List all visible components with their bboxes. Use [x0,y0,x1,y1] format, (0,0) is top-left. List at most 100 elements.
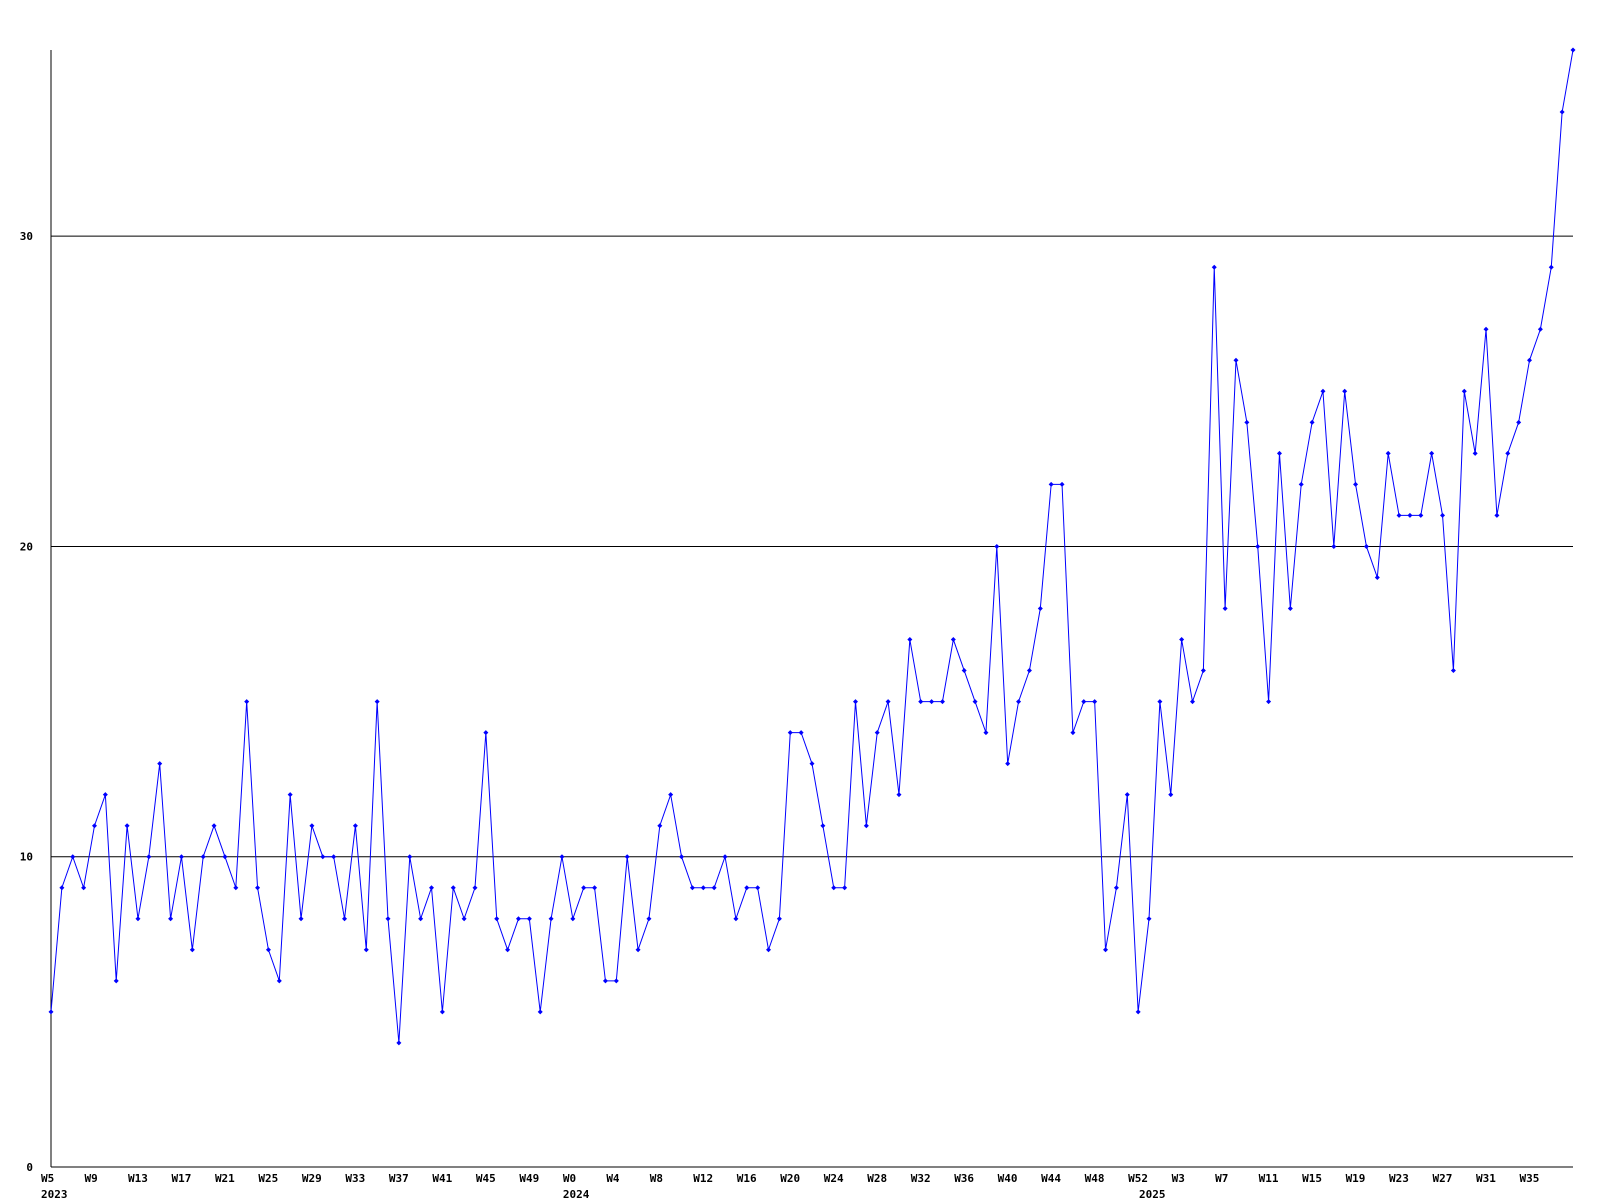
data-point [233,885,239,891]
data-point [1483,326,1489,332]
data-point [1287,606,1293,611]
data-point [418,916,424,922]
x-tick-label: W48 [1085,1172,1105,1185]
data-point [1353,481,1359,487]
data-point [135,916,141,922]
data-point [48,1009,54,1015]
data-point [831,885,837,891]
data-point [755,885,761,891]
data-point [439,1009,445,1015]
x-tick-label: W40 [998,1172,1018,1185]
data-point [320,854,326,860]
data-point [59,885,65,891]
data-point [1320,388,1326,394]
data-point [939,699,945,705]
x-tick-label: W20 [780,1172,800,1185]
data-point [766,947,772,953]
data-point [1026,668,1032,674]
data-point [157,761,163,767]
data-point [1331,543,1337,549]
x-tick-label: W37 [389,1172,409,1185]
data-point [635,947,641,953]
data-point [113,978,119,984]
x-tick-label: W23 [1389,1172,1409,1185]
data-point [1374,574,1380,580]
data-point [1494,512,1500,518]
y-tick-label: 10 [20,851,33,864]
data-point [1244,419,1250,425]
x-tick-label: W31 [1476,1172,1496,1185]
x-tick-label: W36 [954,1172,974,1185]
data-point [1124,792,1130,798]
data-point [429,885,434,891]
data-point [396,1040,402,1046]
x-tick-label: W29 [302,1172,322,1185]
data-point [972,699,978,705]
x-tick-label: W4 [606,1172,620,1185]
data-point [907,637,913,643]
data-point [1157,699,1163,705]
data-point [624,854,630,860]
x-tick-label: W16 [737,1172,757,1185]
data-point [1385,450,1391,456]
data-point [472,885,478,891]
data-point [1450,668,1456,674]
data-point [1516,419,1522,425]
data-point [331,854,337,860]
year-label: 2025 [1139,1188,1166,1200]
x-tick-label: W44 [1041,1172,1061,1185]
data-point [1537,326,1543,332]
data-point [1276,450,1282,456]
data-point [178,854,184,860]
x-tick-label: W52 [1128,1172,1148,1185]
data-point [124,823,130,829]
data-point [515,916,521,922]
data-point [537,1009,543,1015]
data-point [689,885,695,891]
data-point [1222,606,1228,611]
data-point [602,978,608,984]
data-point [265,947,271,953]
data-point [483,730,489,736]
data-point [657,823,663,829]
data-point [885,699,891,705]
data-point [896,792,902,798]
data-point [559,854,565,860]
data-point [1298,481,1304,487]
year-label: 2023 [41,1188,68,1200]
data-point [668,792,674,798]
data-point [592,885,598,891]
data-point [1168,792,1174,798]
data-point [950,637,956,643]
data-point [450,885,456,891]
data-point [287,792,293,798]
x-tick-label: W0 [563,1172,576,1185]
data-point [929,699,935,705]
data-point [1342,388,1348,394]
data-point [211,823,217,829]
data-point [874,730,880,736]
data-point [1559,109,1565,115]
year-label: 2024 [563,1188,590,1200]
data-point [1255,543,1261,549]
data-point [1527,357,1533,363]
data-point [852,699,858,705]
y-tick-label: 30 [20,230,33,243]
data-point [711,885,717,891]
x-tick-label: W17 [171,1172,191,1185]
data-point [798,730,804,736]
data-point [1037,606,1043,611]
x-tick-label: W45 [476,1172,496,1185]
x-tick-label: W49 [519,1172,539,1185]
data-point [646,916,652,922]
data-point [1200,668,1206,674]
x-tick-label: W33 [345,1172,365,1185]
data-point [548,916,554,922]
data-point [244,699,250,705]
x-tick-label: W32 [911,1172,931,1185]
x-tick-label: W41 [432,1172,452,1185]
data-point [1135,1009,1141,1015]
data-point [1179,637,1185,643]
